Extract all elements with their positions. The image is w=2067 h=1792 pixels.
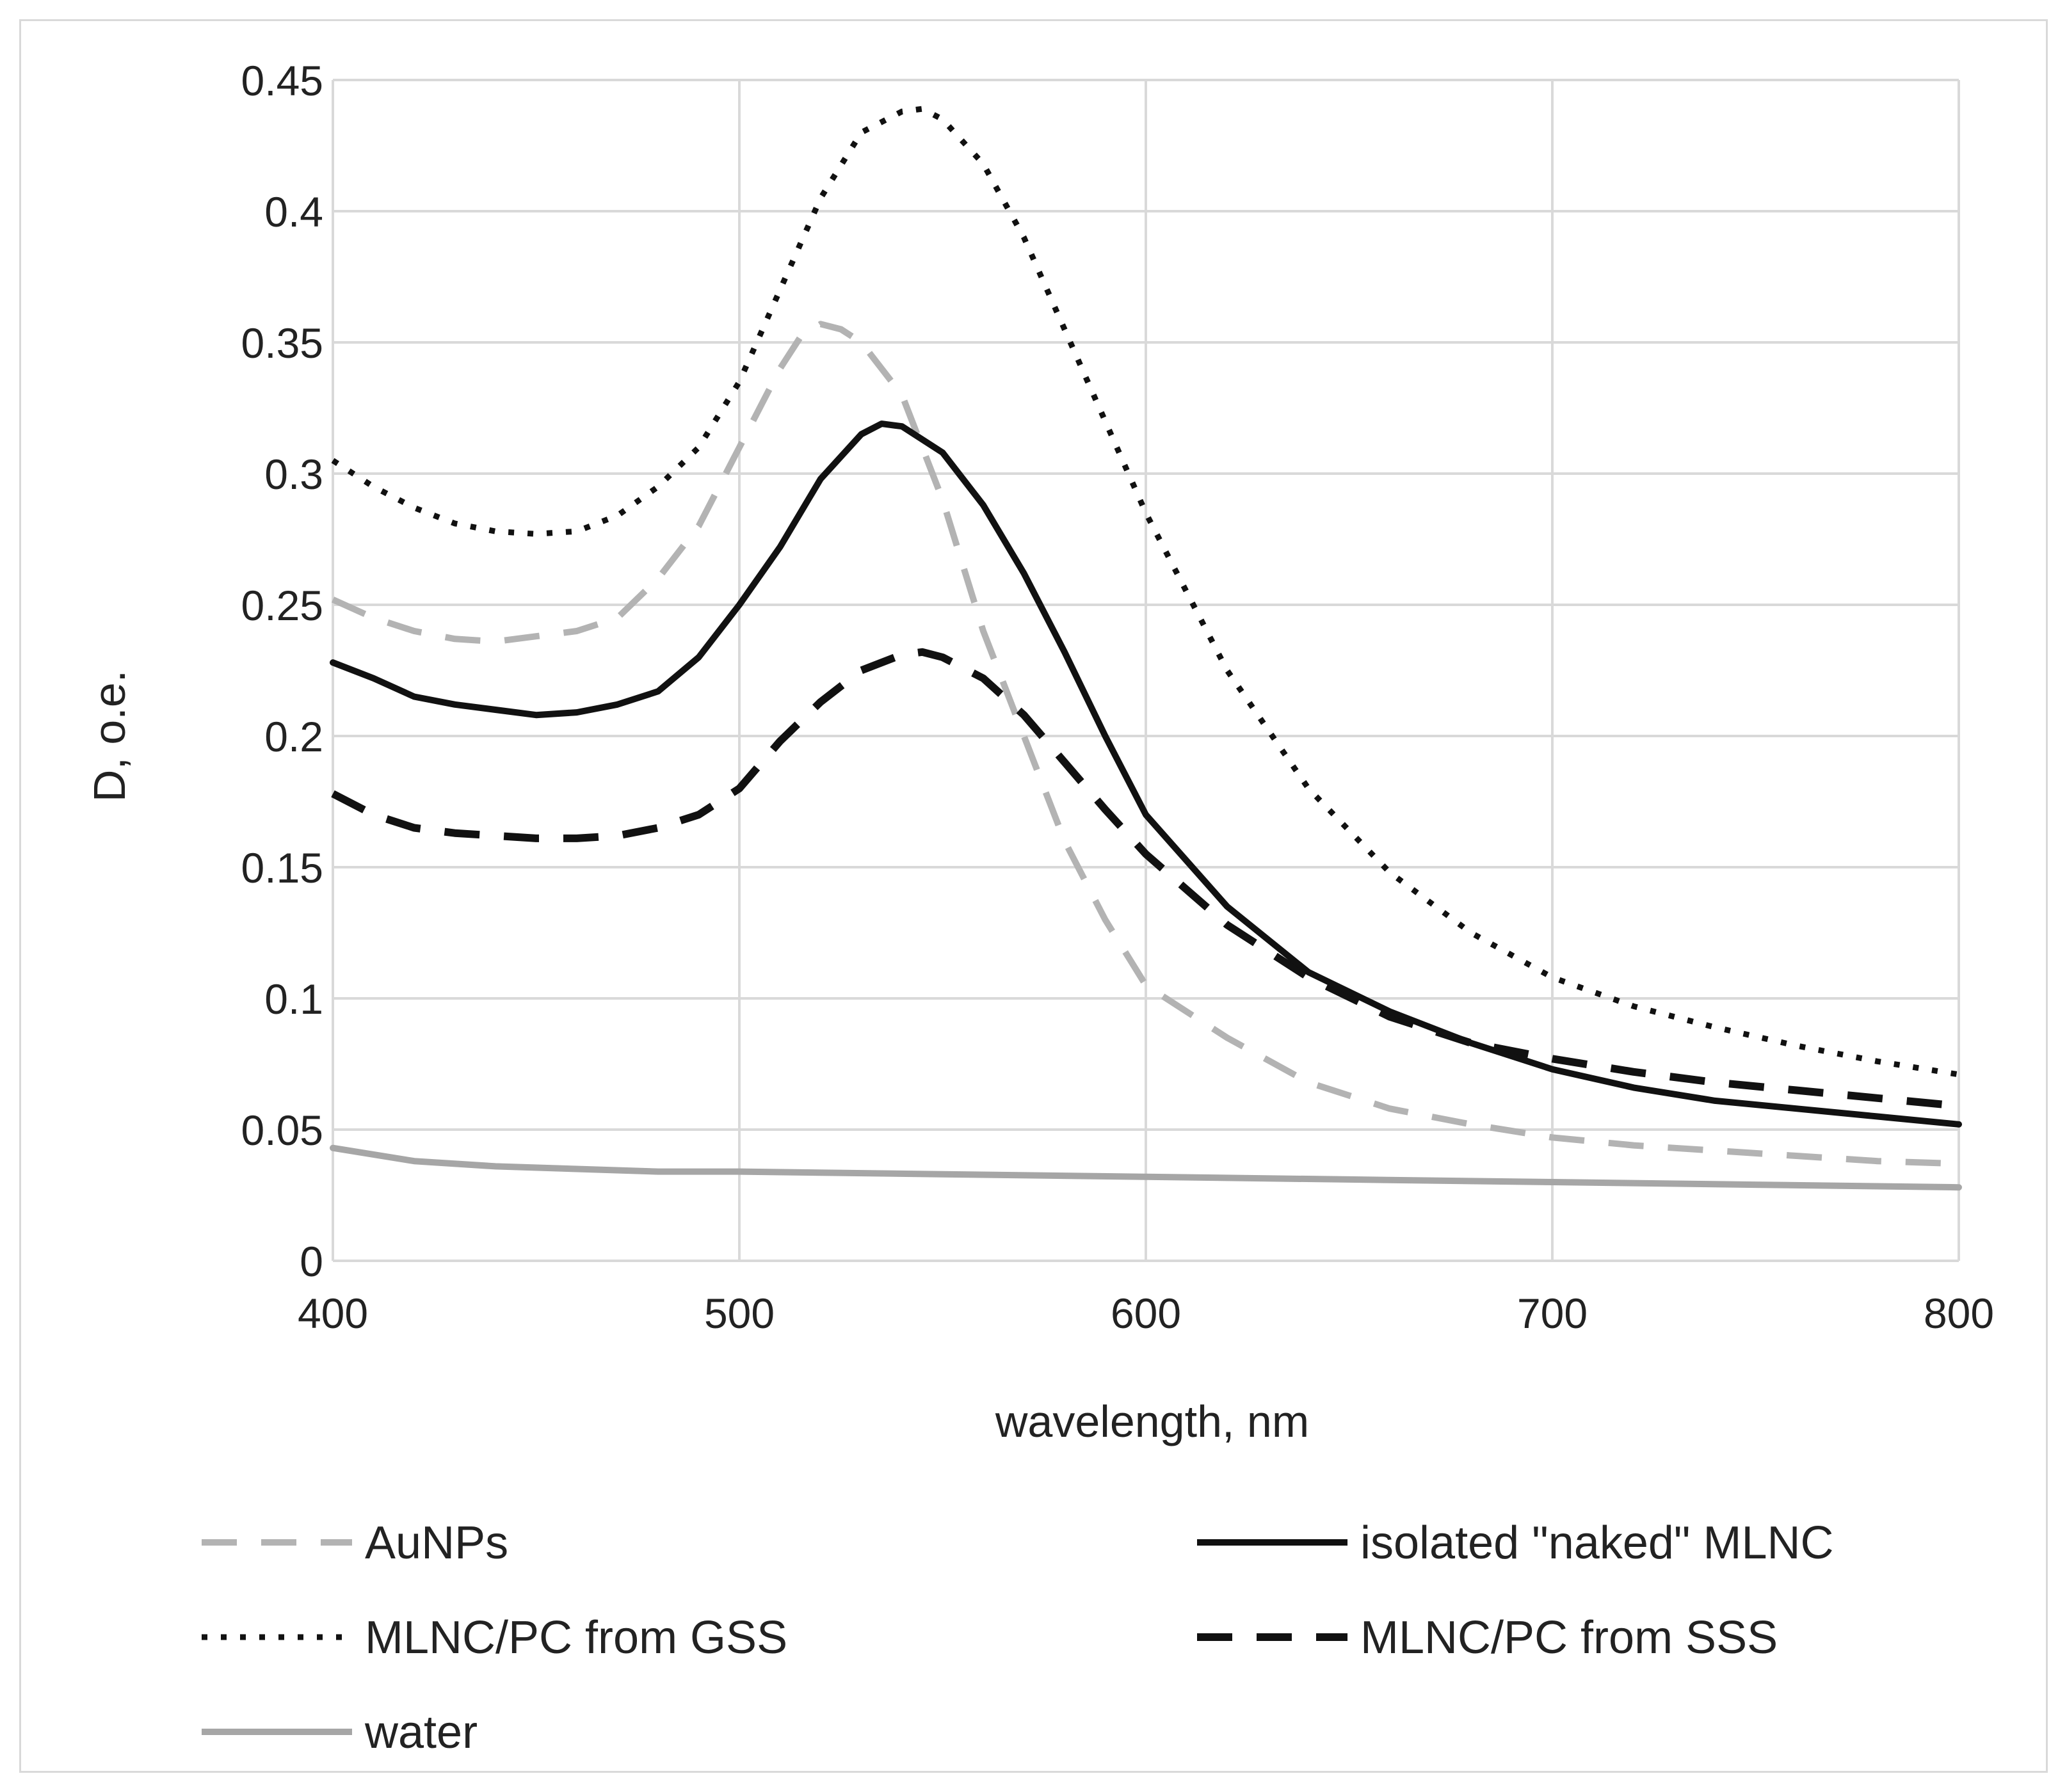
y-tick-label: 0.1 (264, 975, 323, 1023)
x-tick-label: 400 (298, 1290, 368, 1337)
gridlines (332, 79, 1960, 1262)
figure-frame (19, 19, 2048, 1773)
y-tick-label: 0.45 (241, 57, 323, 104)
y-axis-title: D, o.e. (84, 670, 134, 802)
y-tick-label: 0.35 (241, 319, 323, 367)
legend-label: water (364, 1707, 478, 1758)
y-axis-ticks: 0 0.05 0.1 0.15 0.2 0.25 0.3 0.35 0.4 0.45 (241, 57, 323, 1285)
x-tick-label: 700 (1517, 1290, 1588, 1337)
legend-label: MLNC/PC from GSS (365, 1612, 787, 1663)
series-line-water (330, 1144, 1962, 1191)
legend: AuNPs isolated "naked" MLNC MLNC/PC from G… (202, 1517, 1833, 1758)
y-tick-label: 0.15 (241, 844, 323, 892)
y-tick-label: 0.2 (264, 713, 323, 760)
y-tick-label: 0.3 (264, 451, 323, 498)
y-tick-label: 0.05 (241, 1107, 323, 1154)
x-axis-title: wavelength, nm (995, 1396, 1309, 1446)
series-line-aunps (331, 321, 1959, 1167)
y-tick-label: 0.25 (241, 582, 323, 629)
series-line-mlnc-pc-from-sss (331, 648, 1959, 1110)
legend-label: AuNPs (365, 1517, 508, 1569)
series-line-isolated-naked-mlnc (330, 420, 1962, 1128)
legend-label: isolated "naked" MLNC (1360, 1517, 1833, 1569)
x-axis-ticks: 400 500 600 700 800 (298, 1290, 1994, 1337)
legend-label: MLNC/PC from SSS (1360, 1612, 1778, 1663)
x-tick-label: 500 (704, 1290, 775, 1337)
series-lines (330, 106, 1962, 1191)
x-tick-label: 600 (1111, 1290, 1181, 1337)
y-tick-label: 0 (300, 1238, 323, 1285)
y-tick-label: 0.4 (264, 188, 323, 236)
x-tick-label: 800 (1924, 1290, 1994, 1337)
